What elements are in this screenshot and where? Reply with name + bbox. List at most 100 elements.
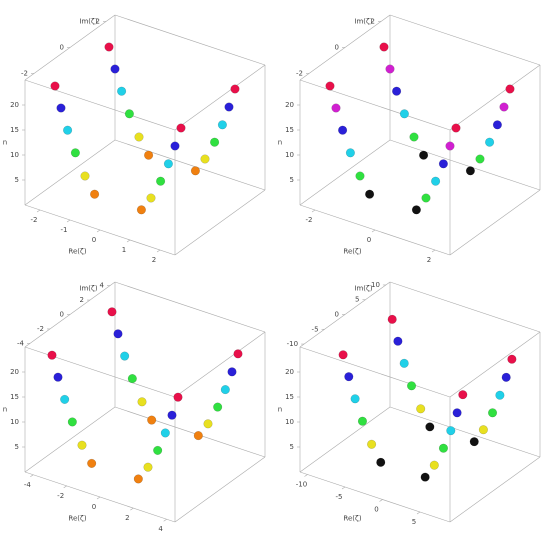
point (70, 148, 80, 158)
y-tick-label: -5 (312, 325, 319, 333)
box-edge (389, 281, 541, 333)
point (357, 416, 368, 426)
point (392, 86, 402, 96)
panel: -4 -2 0 2 4 -4 -2 0 2 4 5 10 15 20 Re(ζ) Im(ζ) n (3, 282, 266, 533)
point (87, 458, 97, 468)
point (379, 42, 389, 52)
point (60, 394, 70, 404)
box-edge (174, 189, 266, 256)
x-tick (36, 209, 41, 213)
x-tick-label: -2 (306, 216, 313, 224)
y-tick-label: -2 (296, 70, 303, 78)
x-tick-label: -5 (336, 493, 343, 501)
box-edge (24, 406, 116, 473)
y-tick-label: -10 (287, 340, 298, 348)
point (429, 460, 439, 470)
y-tick-label: 2 (96, 18, 100, 26)
point (104, 42, 114, 52)
point (452, 408, 462, 418)
y-tick-label: -2 (37, 325, 44, 333)
point (399, 358, 409, 368)
z-tick-label: 10 (10, 151, 19, 159)
box-edge (449, 456, 541, 523)
point (144, 150, 154, 160)
point (113, 329, 123, 339)
point (406, 381, 417, 391)
x-tick-label: 4 (158, 525, 163, 533)
x-tick-label: 0 (92, 236, 96, 244)
z-tick-label: 20 (10, 368, 19, 376)
point (220, 385, 230, 395)
z-tick-label: 5 (15, 176, 19, 184)
point (143, 462, 153, 472)
point (146, 193, 156, 203)
point (465, 166, 475, 176)
point (345, 148, 355, 158)
point (190, 166, 200, 176)
point (416, 404, 426, 414)
y-axis-label: Im(ζ) (354, 17, 372, 25)
x-tick-label: 2 (152, 256, 156, 264)
x-tick-label: -2 (57, 492, 64, 500)
x-axis-label: Re(ζ) (343, 515, 361, 523)
x-tick-label: 0 (374, 506, 378, 514)
x-tick (379, 499, 383, 502)
point (409, 132, 419, 142)
point (438, 443, 449, 453)
box-edge (299, 471, 451, 523)
point (163, 159, 173, 169)
x-tick (156, 249, 161, 253)
x-tick (371, 229, 376, 233)
point (411, 205, 421, 215)
z-tick-label: 10 (285, 418, 294, 426)
y-axis-label: Im(ζ) (79, 17, 97, 25)
y-axis-label: Im(ζ) (79, 284, 97, 292)
point (47, 350, 57, 360)
z-tick-label: 10 (10, 418, 19, 426)
point (227, 367, 237, 377)
box-edge (449, 331, 541, 398)
z-tick-label: 20 (285, 101, 294, 109)
point (469, 437, 479, 447)
point (501, 372, 511, 382)
point (210, 137, 220, 147)
point (134, 132, 144, 142)
z-tick-label: 15 (285, 126, 294, 134)
y-tick-label: 4 (100, 282, 105, 290)
point (224, 102, 234, 112)
x-tick (130, 507, 134, 511)
x-tick-label: -10 (296, 481, 307, 489)
x-tick-label: 0 (367, 236, 371, 244)
x-axis-label: Re(ζ) (343, 248, 361, 256)
point (133, 474, 143, 484)
y-tick-label: 0 (335, 311, 339, 319)
point (425, 422, 435, 432)
point (56, 103, 66, 113)
point (173, 392, 183, 402)
x-tick (431, 249, 436, 253)
x-tick (96, 496, 101, 500)
point (350, 394, 360, 404)
y-tick-label: 0 (60, 311, 64, 319)
box-edge (174, 456, 266, 523)
point (478, 425, 488, 435)
point (507, 354, 517, 364)
point (475, 154, 485, 164)
point (203, 419, 213, 429)
x-tick (63, 485, 67, 489)
point (153, 445, 163, 455)
point (170, 141, 180, 151)
point (120, 351, 130, 361)
box-edge (389, 406, 541, 458)
point (344, 372, 354, 382)
point (458, 390, 468, 400)
point (445, 141, 455, 151)
point (127, 374, 137, 384)
y-tick-label: -2 (21, 70, 28, 78)
point (217, 120, 227, 130)
x-tick (126, 239, 131, 243)
point (233, 349, 243, 359)
z-axis-label: n (3, 139, 7, 147)
x-axis-label: Re(ζ) (68, 515, 86, 523)
point (331, 103, 341, 113)
